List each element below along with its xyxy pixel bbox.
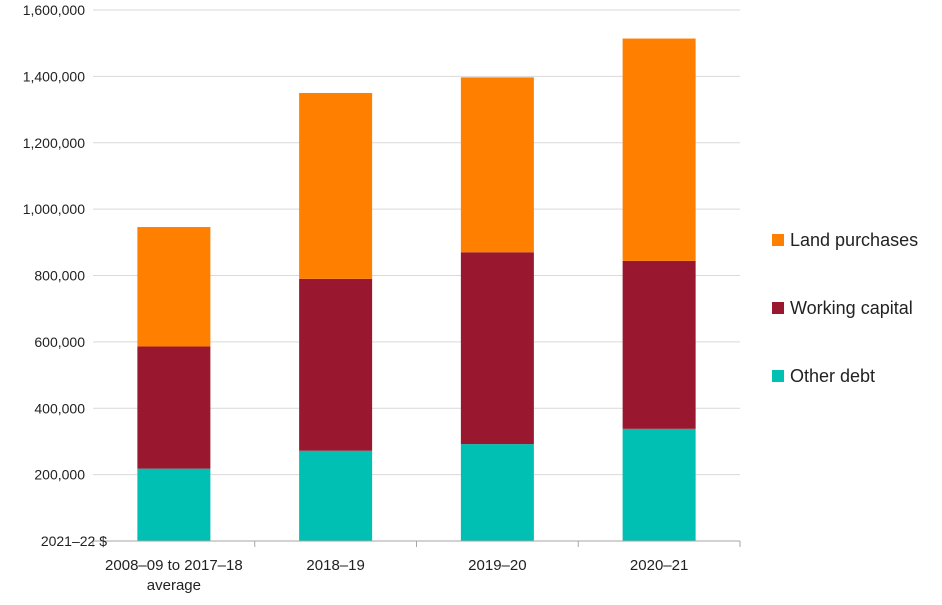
bar-segment-working-capital xyxy=(622,260,696,429)
x-tick-label: average xyxy=(147,577,201,594)
x-tick-label: 2020–21 xyxy=(630,557,688,574)
bar-segment-other-debt xyxy=(137,468,211,541)
bar-segment-working-capital xyxy=(299,278,373,451)
bar-segment-other-debt xyxy=(622,428,696,541)
bar-segment-land-purchases xyxy=(299,92,373,279)
y-tick-label: 200,000 xyxy=(34,467,85,483)
y-tick-label: 1,600,000 xyxy=(23,2,85,18)
y-tick-labels: 200,000 400,000 600,000 800,000 1,000,000 1,2… xyxy=(23,2,86,483)
bar-segment-land-purchases xyxy=(460,77,534,253)
x-tick-label: 2018–19 xyxy=(306,557,364,574)
y-tick-label: 1,400,000 xyxy=(23,68,85,84)
x-tick-label: 2008–09 to 2017–18 xyxy=(105,557,243,574)
legend-swatch xyxy=(772,370,784,382)
y-tick-label: 600,000 xyxy=(34,334,85,350)
legend-label: Other debt xyxy=(790,366,875,386)
y-tick-label: 1,000,000 xyxy=(23,201,85,217)
bars xyxy=(137,38,696,541)
legend-label: Land purchases xyxy=(790,230,918,250)
bar-segment-other-debt xyxy=(299,450,373,541)
legend-swatch xyxy=(772,234,784,246)
axes xyxy=(92,540,741,547)
bar-segment-other-debt xyxy=(460,444,534,541)
y-unit-label: 2021–22 $ xyxy=(41,533,107,549)
bar-segment-land-purchases xyxy=(137,227,211,347)
x-tick-labels: 2008–09 to 2017–18 average 2018–19 2019–20 2… xyxy=(105,557,688,594)
legend-swatch xyxy=(772,302,784,314)
y-tick-label: 800,000 xyxy=(34,268,85,284)
y-tick-label: 400,000 xyxy=(34,400,85,416)
x-tick-label: 2019–20 xyxy=(468,557,526,574)
bar-segment-land-purchases xyxy=(622,38,696,261)
legend: Land purchases Working capital Other debt xyxy=(772,230,918,386)
y-tick-label: 1,200,000 xyxy=(23,135,85,151)
bar-segment-working-capital xyxy=(137,346,211,469)
legend-label: Working capital xyxy=(790,298,913,318)
bar-segment-working-capital xyxy=(460,252,534,445)
